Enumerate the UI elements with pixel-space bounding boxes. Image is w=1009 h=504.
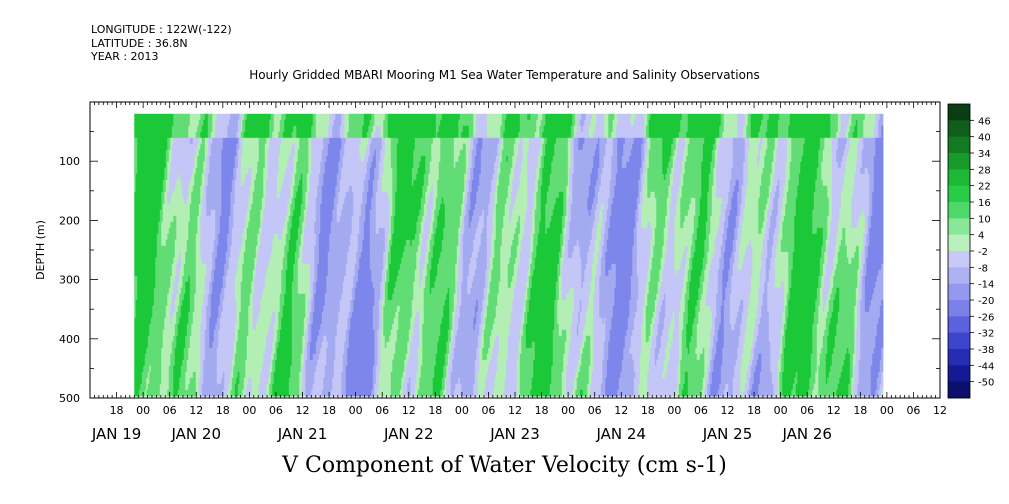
x-tick-label: 06 xyxy=(800,404,814,417)
x-tick-label: 18 xyxy=(428,404,442,417)
y-tick-label: 300 xyxy=(59,274,80,287)
colorbar-segment xyxy=(948,202,970,219)
colorbar-label: -38 xyxy=(978,345,994,356)
colorbar-segment xyxy=(948,169,970,187)
colorbar-segment xyxy=(948,283,970,301)
x-tick-label: 00 xyxy=(774,404,788,417)
colorbar-segment xyxy=(948,251,970,268)
colorbar-label: 34 xyxy=(978,149,991,160)
colorbar-segment xyxy=(948,218,970,236)
colorbar-label: -50 xyxy=(978,378,994,389)
x-tick-label: 12 xyxy=(933,404,947,417)
colorbar-label: 10 xyxy=(978,214,991,225)
x-tick-label: 06 xyxy=(375,404,389,417)
latitude-label: LATITUDE : 36.8N xyxy=(91,37,188,50)
colorbar-label: 16 xyxy=(978,198,991,209)
x-tick-label: 18 xyxy=(216,404,230,417)
colorbar-label: -26 xyxy=(978,312,994,323)
x-tick-label: 00 xyxy=(349,404,363,417)
x-tick-label: 00 xyxy=(880,404,894,417)
colorbar-segment xyxy=(948,185,970,203)
x-day-label: JAN 25 xyxy=(702,425,753,443)
x-tick-label: 12 xyxy=(614,404,628,417)
x-day-label: JAN 26 xyxy=(781,425,832,443)
x-day-label: JAN 24 xyxy=(596,425,647,443)
x-tick-label: 00 xyxy=(242,404,256,417)
variable-title: V Component of Water Velocity (cm s-1) xyxy=(0,453,1009,478)
colorbar-segment xyxy=(948,349,970,366)
colorbar-segment xyxy=(948,120,970,138)
x-tick-label: 18 xyxy=(641,404,655,417)
colorbar-label: 28 xyxy=(978,165,991,176)
y-tick-label: 400 xyxy=(59,333,80,346)
x-tick-label: 12 xyxy=(189,404,203,417)
colorbar-segment xyxy=(948,136,970,154)
x-tick-label: 06 xyxy=(269,404,283,417)
x-tick-label: 18 xyxy=(322,404,336,417)
longitude-label: LONGITUDE : 122W(-122) xyxy=(91,23,232,36)
colorbar-label: 46 xyxy=(978,116,991,127)
x-tick-label: 06 xyxy=(906,404,920,417)
x-tick-label: 00 xyxy=(455,404,469,417)
x-day-label: JAN 20 xyxy=(171,425,222,443)
heatmap-cells xyxy=(134,113,884,397)
colorbar-segment xyxy=(948,267,970,285)
year-label: YEAR : 2013 xyxy=(91,50,159,63)
colorbar-label: 40 xyxy=(978,133,991,144)
x-tick-label: 12 xyxy=(296,404,310,417)
colorbar-segment xyxy=(948,316,970,334)
chart-title: Hourly Gridded MBARI Mooring M1 Sea Wate… xyxy=(0,68,1009,82)
x-tick-label: 06 xyxy=(694,404,708,417)
x-day-label: JAN 21 xyxy=(277,425,328,443)
y-tick-label: 500 xyxy=(59,392,80,405)
colorbar-segment xyxy=(948,234,970,252)
colorbar-segment xyxy=(948,381,970,399)
colorbar-label: -32 xyxy=(978,329,994,340)
x-tick-label: 00 xyxy=(561,404,575,417)
x-tick-label: 12 xyxy=(827,404,841,417)
x-day-label: JAN 19 xyxy=(91,425,142,443)
y-tick-label: 100 xyxy=(59,155,80,168)
colorbar-label: -8 xyxy=(978,263,988,274)
x-tick-label: 18 xyxy=(535,404,549,417)
colorbar-label: 4 xyxy=(978,231,984,242)
x-tick-label: 18 xyxy=(747,404,761,417)
x-tick-label: 06 xyxy=(481,404,495,417)
y-axis-label: DEPTH (m) xyxy=(34,220,47,280)
x-tick-label: 00 xyxy=(136,404,150,417)
x-day-label: JAN 22 xyxy=(383,425,434,443)
x-day-label: JAN 23 xyxy=(489,425,540,443)
y-tick-label: 200 xyxy=(59,214,80,227)
x-tick-label: 12 xyxy=(721,404,735,417)
colorbar-segment xyxy=(948,300,970,317)
x-tick-label: 06 xyxy=(588,404,602,417)
colorbar-segment xyxy=(948,365,970,383)
colorbar-label: -2 xyxy=(978,247,988,258)
colorbar-label: 22 xyxy=(978,182,991,193)
x-tick-label: 00 xyxy=(667,404,681,417)
x-tick-label: 06 xyxy=(163,404,177,417)
colorbar-segment xyxy=(948,332,970,350)
colorbar-label: -20 xyxy=(978,296,994,307)
x-tick-label: 18 xyxy=(110,404,124,417)
colorbar-label: -44 xyxy=(978,361,994,372)
x-tick-label: 12 xyxy=(402,404,416,417)
colorbar-segment xyxy=(948,153,970,170)
colorbar-segment xyxy=(948,104,970,121)
x-tick-label: 18 xyxy=(853,404,867,417)
colorbar-label: -14 xyxy=(978,280,994,291)
x-tick-label: 12 xyxy=(508,404,522,417)
